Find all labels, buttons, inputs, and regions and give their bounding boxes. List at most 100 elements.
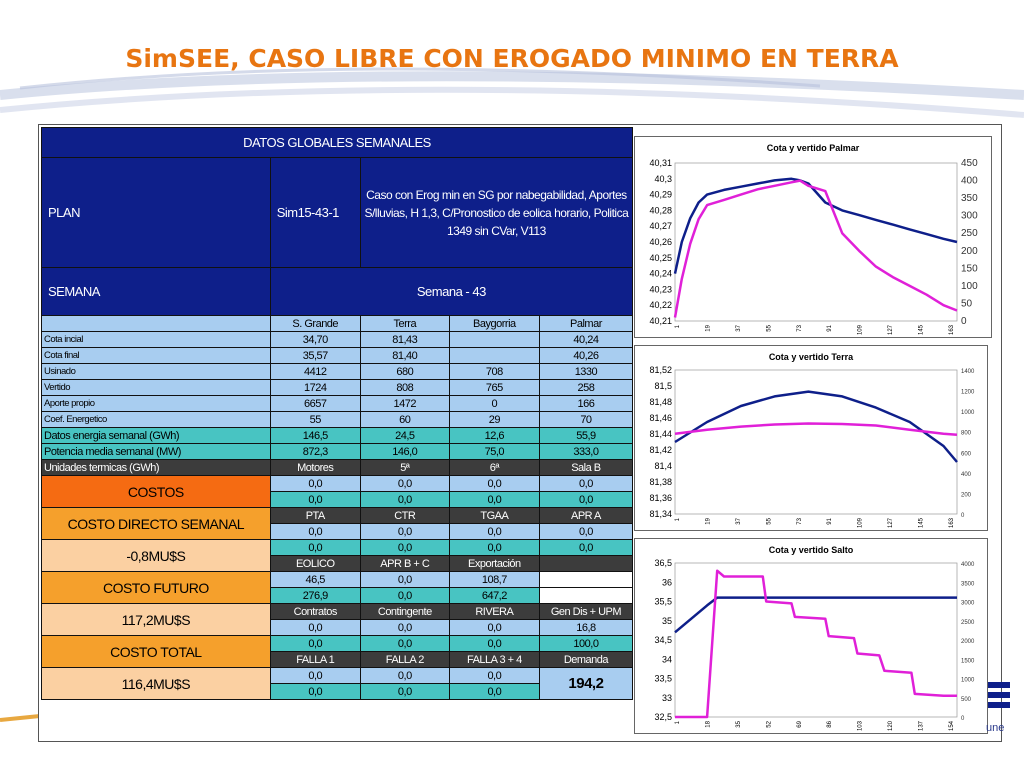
y-tick-label: 40,21 [649, 316, 672, 326]
x-tick-label: 154 [949, 720, 955, 731]
cds-label: COSTO DIRECTO SEMANAL [41, 507, 271, 540]
x-tick-label: 69 [797, 720, 803, 727]
y-tick-label: 34 [662, 654, 672, 664]
demanda-value: 194,2 [538, 667, 634, 700]
table-row: Cota final 35,57 81,40 40,26 [41, 347, 634, 364]
table-header: DATOS GLOBALES SEMANALES [41, 127, 633, 158]
series-line [674, 422, 958, 437]
y-tick-label: 40,24 [649, 269, 672, 279]
y-tick-label: 81,38 [649, 477, 672, 487]
cell: 680 [359, 363, 450, 380]
chart-palmar: Cota y vertido Palmar 40,31 40,3 40,29 40,28… [634, 136, 992, 338]
y-tick-label: 40,25 [649, 253, 672, 263]
cell: 166 [538, 395, 634, 412]
x-tick-label: 103 [858, 720, 864, 731]
y-tick-label: 32,5 [654, 712, 672, 722]
column-header: 6ª [448, 459, 540, 476]
y-tick-label: 40,29 [649, 190, 672, 200]
costos-label: COSTOS [41, 475, 271, 508]
row-label: Aporte propio [41, 395, 271, 412]
column-header: Motores [269, 459, 361, 476]
cell: 0,0 [269, 491, 361, 508]
table-row: Vertido 1724 808 765 258 [41, 379, 634, 396]
cell: 81,43 [359, 331, 450, 348]
y-tick-label: 40,31 [649, 158, 672, 168]
column-header: Baygorria [448, 315, 540, 332]
y2-tick-label: 350 [961, 193, 978, 204]
x-tick-label: 1 [675, 324, 681, 328]
column-header: CTR [359, 507, 450, 524]
cell: 1472 [359, 395, 450, 412]
plot-area [674, 162, 958, 322]
column-header: EOLICO [269, 555, 361, 572]
slide-title: SimSEE, CASO LIBRE CON EROGADO MINIMO EN… [125, 44, 899, 73]
y2-tick-label: 1400 [961, 369, 975, 375]
cell: 0,0 [269, 523, 361, 540]
cell: 146,0 [359, 443, 450, 460]
cell: 0,0 [448, 619, 540, 636]
x-tick-label: 109 [858, 324, 864, 335]
cell: 1330 [538, 363, 634, 380]
cell: 258 [538, 379, 634, 396]
column-header: 5ª [359, 459, 450, 476]
cell: 46,5 [269, 571, 361, 588]
column-header-blank [41, 315, 271, 332]
chart-title: Cota y vertido Palmar [767, 143, 860, 153]
y2-tick-label: 500 [961, 697, 972, 703]
cell: 0,0 [538, 539, 634, 556]
plan-description: Caso con Erog min en SG por nabegabilida… [359, 157, 634, 268]
y-tick-label: 33,5 [654, 674, 672, 684]
cell: 0,0 [448, 539, 540, 556]
cell: 146,5 [269, 427, 361, 444]
cell: 34,70 [269, 331, 361, 348]
column-header: Gen Dis + UPM [538, 603, 634, 620]
y2-tick-label: 400 [961, 176, 978, 187]
y-tick-label: 33 [662, 693, 672, 703]
ct-value: 116,4MU$S [41, 667, 271, 700]
row-label: Vertido [41, 379, 271, 396]
y2-tick-label: 1000 [961, 678, 975, 684]
cell: 16,8 [538, 619, 634, 636]
cell: 81,40 [359, 347, 450, 364]
y2-tick-label: 1200 [961, 390, 975, 396]
x-tick-label: 19 [705, 324, 711, 331]
y-tick-label: 81,44 [649, 429, 672, 439]
cell: 40,26 [538, 347, 634, 364]
cell: 29 [448, 411, 540, 428]
x-tick-label: 91 [827, 324, 833, 331]
energia-row: Datos energia semanal (GWh) 146,5 24,5 1… [41, 427, 634, 444]
y-tick-label: 36 [662, 577, 672, 587]
semana-label: SEMANA [41, 267, 271, 316]
y2-tick-label: 0 [961, 716, 965, 722]
potencia-row: Potencia media semanal (MW) 872,3 146,0 … [41, 443, 634, 460]
y2-tick-label: 400 [961, 472, 972, 478]
cell: 0,0 [269, 539, 361, 556]
column-header: Exportación [448, 555, 540, 572]
cell: 0,0 [359, 491, 450, 508]
cf-value: 117,2MU$S [41, 603, 271, 636]
y-tick-label: 81,36 [649, 493, 672, 503]
y2-tick-label: 3000 [961, 601, 975, 607]
table-row: Cota incial 34,70 81,43 40,24 [41, 331, 634, 348]
cell: 55,9 [538, 427, 634, 444]
plan-label: PLAN [41, 157, 271, 268]
cell: 0,0 [538, 475, 634, 492]
cell: 0,0 [269, 667, 361, 684]
x-tick-label: 1 [675, 720, 681, 724]
column-header: TGAA [448, 507, 540, 524]
row-label: Cota final [41, 347, 271, 364]
cf-label: COSTO FUTURO [41, 571, 271, 604]
y-tick-label: 35 [662, 616, 672, 626]
y2-tick-label: 600 [961, 451, 972, 457]
cell: 0,0 [448, 635, 540, 652]
cell: 1724 [269, 379, 361, 396]
chart-salto-svg: Cota y vertido Salto 36,5 36 35,5 35 34,5 34 33… [654, 545, 975, 731]
cell: 4412 [269, 363, 361, 380]
cell: 108,7 [448, 571, 540, 588]
series-line [674, 596, 957, 634]
y-tick-label: 40,27 [649, 221, 672, 231]
column-header: APR A [538, 507, 634, 524]
plot-area [674, 562, 958, 718]
y2-tick-label: 250 [961, 228, 978, 239]
